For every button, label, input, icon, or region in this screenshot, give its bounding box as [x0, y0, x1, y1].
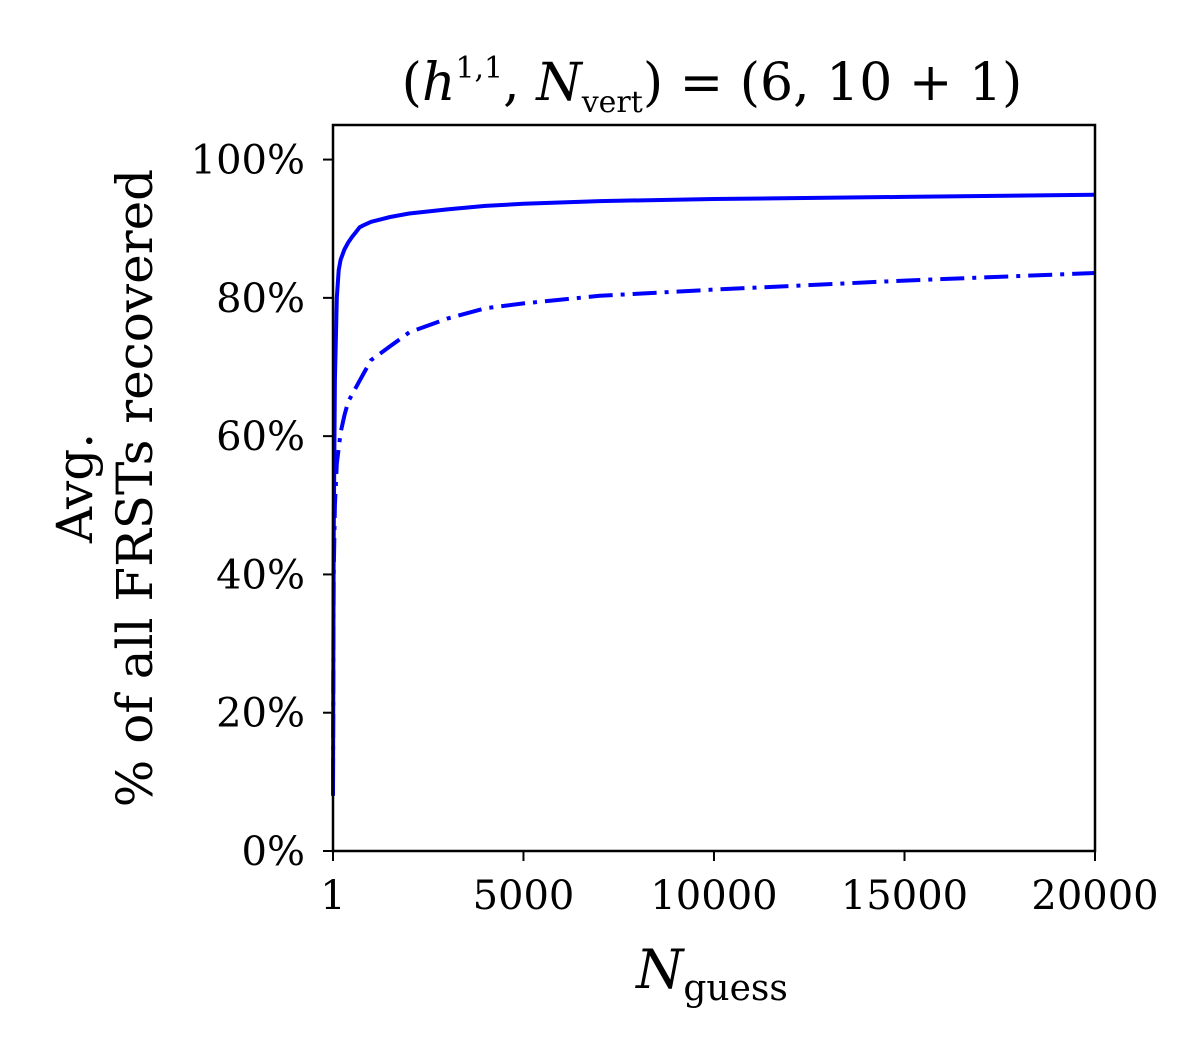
y-tick-label: 20% — [216, 691, 305, 737]
y-tick-label: 80% — [216, 276, 305, 322]
series-line-solid — [331, 192, 1096, 796]
y-tick-label: 40% — [216, 552, 305, 598]
x-tick-label: 10000 — [650, 873, 777, 919]
x-tick-label: 5000 — [473, 873, 575, 919]
series-line-dash-dot — [331, 271, 1096, 782]
data-series — [331, 192, 1096, 796]
x-axis-label: Nguess — [634, 938, 788, 1009]
y-axis-label-line2: % of all FRSTs recovered — [106, 169, 164, 807]
y-axis-label-line1: Avg. — [46, 433, 104, 544]
plot-frame — [331, 123, 1097, 853]
x-tick-label: 15000 — [841, 873, 968, 919]
chart-title: (h1,1, Nvert) = (6, 10 + 1) — [402, 51, 1023, 120]
y-tick-label: 60% — [216, 414, 305, 460]
y-tick-label: 100% — [191, 138, 305, 184]
x-tick-label: 1 — [320, 873, 345, 919]
x-tick-label: 20000 — [1031, 873, 1158, 919]
y-tick-label: 0% — [242, 829, 305, 875]
